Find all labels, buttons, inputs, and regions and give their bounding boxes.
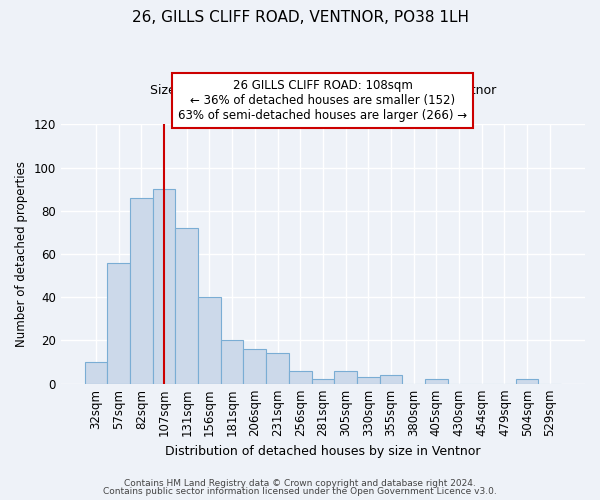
Bar [130, 198, 152, 384]
Bar [311, 380, 334, 384]
Bar [221, 340, 244, 384]
Bar [198, 297, 221, 384]
Bar [380, 375, 403, 384]
Bar [516, 380, 538, 384]
Bar [107, 262, 130, 384]
X-axis label: Distribution of detached houses by size in Ventnor: Distribution of detached houses by size … [165, 444, 481, 458]
Bar [266, 354, 289, 384]
Bar [175, 228, 198, 384]
Bar [425, 380, 448, 384]
Bar [152, 189, 175, 384]
Bar [334, 370, 357, 384]
Bar [357, 377, 380, 384]
Text: Contains public sector information licensed under the Open Government Licence v3: Contains public sector information licen… [103, 487, 497, 496]
Text: 26 GILLS CLIFF ROAD: 108sqm
← 36% of detached houses are smaller (152)
63% of se: 26 GILLS CLIFF ROAD: 108sqm ← 36% of det… [178, 79, 467, 122]
Y-axis label: Number of detached properties: Number of detached properties [15, 161, 28, 347]
Title: Size of property relative to detached houses in Ventnor: Size of property relative to detached ho… [150, 84, 496, 97]
Bar [85, 362, 107, 384]
Bar [289, 370, 311, 384]
Bar [244, 349, 266, 384]
Text: 26, GILLS CLIFF ROAD, VENTNOR, PO38 1LH: 26, GILLS CLIFF ROAD, VENTNOR, PO38 1LH [131, 10, 469, 25]
Text: Contains HM Land Registry data © Crown copyright and database right 2024.: Contains HM Land Registry data © Crown c… [124, 478, 476, 488]
